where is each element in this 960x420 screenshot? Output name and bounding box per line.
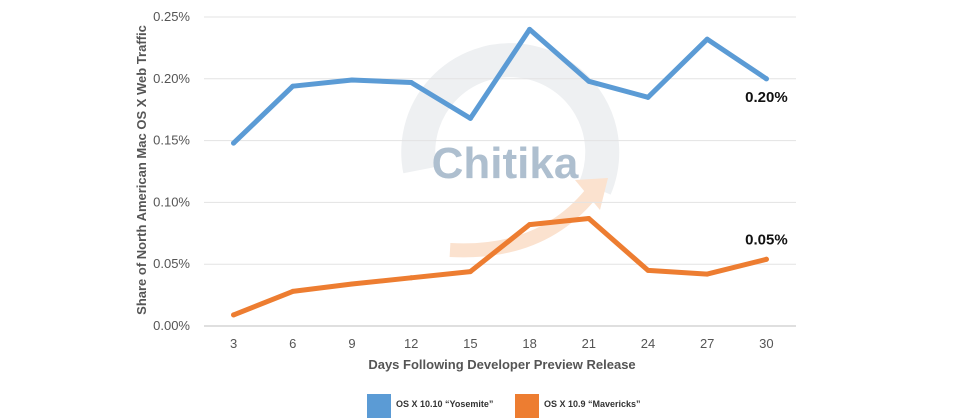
data-point <box>527 222 533 228</box>
y-tick-label: 0.10% <box>153 194 190 209</box>
legend-swatch-mavericks <box>515 394 539 418</box>
data-point <box>467 269 473 275</box>
watermark-swirl <box>401 43 620 195</box>
y-tick-label: 0.05% <box>153 256 190 271</box>
x-tick-label: 30 <box>759 336 773 351</box>
legend: OS X 10.10 “Yosemite” OS X 10.9 “Maveric… <box>367 394 641 418</box>
x-tick-label: 9 <box>348 336 355 351</box>
data-point <box>645 267 651 273</box>
data-point <box>349 281 355 287</box>
legend-label-mavericks: OS X 10.9 “Mavericks” <box>544 399 641 409</box>
data-point <box>704 36 710 42</box>
data-point <box>645 94 651 100</box>
x-tick-label: 21 <box>582 336 596 351</box>
data-point <box>527 26 533 32</box>
data-point <box>408 80 414 86</box>
x-tick-label: 6 <box>289 336 296 351</box>
end-value-label: 0.05% <box>745 231 788 248</box>
series-line-mavericks <box>231 216 769 318</box>
y-axis-title: Share of North American Mac OS X Web Tra… <box>134 25 149 315</box>
data-point <box>763 76 769 82</box>
data-point <box>290 83 296 89</box>
data-point <box>467 115 473 121</box>
data-point <box>349 77 355 83</box>
x-tick-label: 27 <box>700 336 714 351</box>
y-tick-label: 0.15% <box>153 133 190 148</box>
data-point <box>763 256 769 262</box>
data-point <box>586 78 592 84</box>
x-tick-label: 24 <box>641 336 655 351</box>
y-tick-label: 0.20% <box>153 71 190 86</box>
data-point <box>408 275 414 281</box>
x-tick-label: 12 <box>404 336 418 351</box>
series-line-yosemite <box>231 26 769 146</box>
data-point <box>231 312 237 318</box>
x-tick-label: 3 <box>230 336 237 351</box>
chitika-watermark: Chitika <box>401 43 620 258</box>
end-value-label: 0.20% <box>745 89 788 106</box>
data-point <box>290 288 296 294</box>
legend-label-yosemite: OS X 10.10 “Yosemite” <box>396 399 493 409</box>
x-axis-title: Days Following Developer Preview Release <box>368 357 635 372</box>
data-point <box>586 215 592 221</box>
x-tick-label: 18 <box>522 336 536 351</box>
legend-swatch-yosemite <box>367 394 391 418</box>
y-tick-label: 0.00% <box>153 318 190 333</box>
data-point <box>231 140 237 146</box>
watermark-arrow-shaft <box>449 190 596 258</box>
data-point <box>704 271 710 277</box>
y-tick-label: 0.25% <box>153 9 190 24</box>
watermark-text: Chitika <box>432 139 579 188</box>
x-tick-label: 15 <box>463 336 477 351</box>
